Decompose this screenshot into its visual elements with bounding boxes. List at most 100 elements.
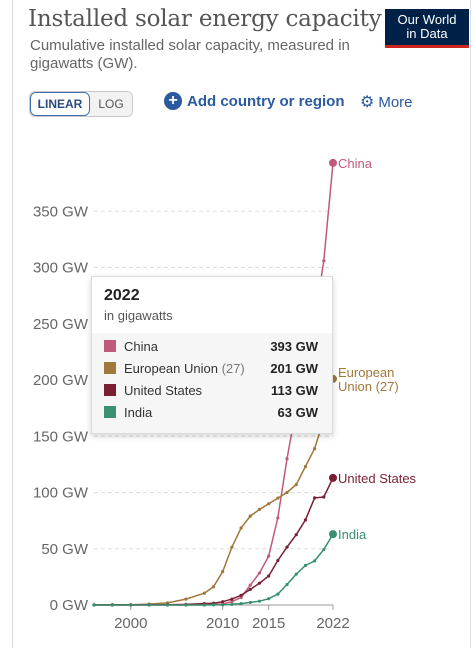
data-point: [313, 447, 317, 451]
tooltip-row-label: India: [124, 404, 153, 420]
linear-scale-button[interactable]: LINEAR: [30, 92, 90, 116]
data-point: [276, 496, 280, 500]
data-point: [248, 514, 252, 518]
data-point: [313, 559, 317, 563]
data-point: [239, 593, 243, 597]
logo-accent-bar: [385, 45, 469, 48]
series-label: European: [338, 365, 394, 380]
tooltip-row-us: United States 113 GW: [104, 379, 318, 401]
data-point: [267, 574, 271, 578]
logo-line-2: in Data: [406, 26, 448, 41]
data-point: [165, 603, 170, 607]
tooltip-row-china: China 393 GW: [104, 335, 318, 357]
data-point: [257, 581, 262, 585]
log-scale-button[interactable]: LOG: [90, 92, 132, 116]
data-point: [313, 496, 317, 500]
right-border: [470, 0, 471, 648]
data-point: [230, 602, 234, 606]
data-point: [303, 465, 308, 469]
x-tick-label: 2022: [316, 615, 349, 632]
x-tick-label: 2010: [206, 615, 239, 632]
y-tick-label: 0 GW: [50, 597, 89, 614]
y-tick-label: 200 GW: [33, 372, 89, 389]
chart-title: Installed solar energy capacity: [28, 6, 382, 32]
data-point: [285, 457, 289, 461]
tooltip-row-paren: (27): [221, 360, 245, 376]
data-point: [285, 545, 289, 549]
data-point: [129, 603, 133, 607]
series-label: India: [338, 527, 367, 542]
tooltip-row-value: 63 GW: [277, 404, 318, 420]
tooltip: 2022 in gigawatts China 393 GW European …: [91, 276, 333, 434]
tooltip-row-label: China: [124, 338, 158, 354]
data-point: [239, 526, 243, 530]
tooltip-row-name: European Union: [124, 360, 218, 376]
data-point: [257, 571, 262, 575]
scale-toggle: LINEAR LOG: [29, 91, 133, 117]
tooltip-row-label: United States: [124, 382, 203, 398]
data-point: [285, 582, 289, 587]
data-point: [294, 533, 298, 537]
series-label: Union (27): [338, 379, 399, 394]
data-point: [230, 597, 234, 601]
y-tick-label: 350 GW: [33, 203, 89, 220]
owid-logo[interactable]: Our World in Data: [385, 9, 469, 48]
gear-icon: ⚙: [360, 94, 375, 111]
tooltip-row-india: India 63 GW: [104, 401, 318, 423]
y-tick-label: 250 GW: [33, 316, 89, 333]
data-point: [329, 530, 337, 539]
add-country-button[interactable]: + Add country or region: [164, 92, 345, 110]
data-point: [221, 603, 225, 607]
data-point: [184, 603, 188, 607]
data-point: [276, 516, 280, 520]
series-label: United States: [338, 471, 417, 486]
data-point: [303, 563, 308, 568]
legend-swatch-china: [104, 340, 116, 352]
tooltip-row-label: European Union (27): [124, 361, 270, 376]
tooltip-year: 2022: [104, 287, 140, 304]
series-label: China: [338, 156, 373, 171]
x-tick-label: 2015: [252, 615, 285, 632]
data-point: [92, 603, 96, 607]
data-point: [276, 592, 280, 596]
y-tick-label: 150 GW: [33, 428, 89, 445]
chart-subtitle: Cumulative installed solar capacity, mea…: [30, 37, 350, 72]
data-point: [230, 600, 234, 604]
data-point: [147, 603, 151, 607]
data-point: [211, 603, 216, 607]
data-point: [202, 603, 206, 607]
data-point: [294, 572, 298, 576]
data-point: [239, 602, 243, 606]
tooltip-rows: China 393 GW European Union (27) 201 GW …: [92, 333, 332, 433]
data-point: [267, 597, 271, 601]
data-point: [230, 545, 234, 549]
data-point: [294, 483, 298, 487]
more-button[interactable]: ⚙ More: [360, 92, 413, 112]
data-point: [276, 558, 280, 563]
data-point: [248, 583, 252, 587]
tooltip-row-value: 201 GW: [270, 360, 318, 376]
data-point: [221, 600, 225, 604]
data-point: [248, 587, 252, 591]
tooltip-row-eu: European Union (27) 201 GW: [104, 357, 318, 379]
data-point: [329, 158, 337, 167]
data-point: [211, 585, 216, 589]
data-point: [257, 599, 262, 603]
left-border: [12, 0, 13, 648]
more-label: More: [378, 93, 413, 111]
data-point: [267, 554, 271, 558]
tooltip-unit: in gigawatts: [104, 308, 173, 323]
legend-swatch-us: [104, 384, 116, 396]
y-tick-label: 50 GW: [41, 541, 89, 558]
x-tick-label: 2000: [114, 615, 147, 632]
y-tick-label: 100 GW: [33, 485, 89, 502]
data-point: [285, 490, 289, 495]
logo-line-1: Our World: [397, 12, 457, 27]
data-point: [322, 495, 326, 499]
data-point: [322, 259, 326, 263]
data-point: [257, 507, 262, 511]
series-line: [94, 533, 334, 606]
data-point: [110, 603, 114, 607]
data-point: [184, 597, 188, 601]
